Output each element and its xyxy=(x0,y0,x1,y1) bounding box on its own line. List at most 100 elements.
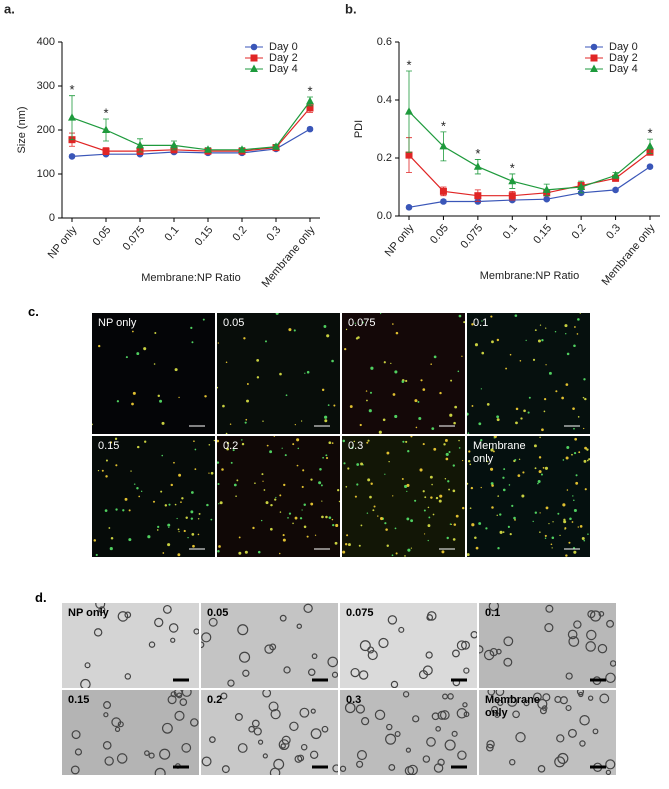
marker xyxy=(439,141,448,150)
particle xyxy=(358,670,369,680)
particle xyxy=(226,447,228,449)
particle xyxy=(192,544,195,548)
particle xyxy=(394,527,397,530)
particle xyxy=(178,473,182,477)
particle xyxy=(461,506,465,510)
significance-mark: * xyxy=(647,126,652,141)
particle xyxy=(345,485,348,488)
particle xyxy=(490,467,494,471)
particle xyxy=(321,388,325,392)
particle xyxy=(489,647,498,657)
particle xyxy=(116,753,128,764)
particle xyxy=(306,535,309,538)
particle xyxy=(385,733,397,745)
particle xyxy=(569,517,572,521)
particle xyxy=(243,337,246,340)
particle xyxy=(583,459,587,463)
particle xyxy=(406,517,410,521)
particle xyxy=(609,660,616,667)
particle xyxy=(490,482,494,485)
particle xyxy=(358,544,361,547)
particle xyxy=(405,440,408,444)
particle xyxy=(415,426,418,429)
particle xyxy=(491,705,499,714)
particle xyxy=(217,386,219,389)
particle xyxy=(281,447,283,449)
particle xyxy=(410,436,413,438)
particle xyxy=(542,693,551,702)
particle xyxy=(497,547,500,550)
particle xyxy=(331,671,338,678)
particle xyxy=(310,728,322,740)
particle xyxy=(218,545,221,548)
particle xyxy=(395,552,398,555)
particle xyxy=(97,470,100,472)
particle xyxy=(115,508,118,511)
particle xyxy=(105,459,108,462)
particle xyxy=(448,450,451,454)
particle xyxy=(433,447,437,451)
particle xyxy=(552,521,554,523)
image-tile: NP only xyxy=(92,313,215,434)
particle xyxy=(340,765,347,772)
marker xyxy=(306,104,314,112)
particle xyxy=(520,417,523,420)
particle xyxy=(309,750,319,760)
particle xyxy=(202,318,205,321)
particle xyxy=(217,483,220,486)
particle xyxy=(444,439,448,442)
particle xyxy=(280,743,286,749)
particle xyxy=(159,399,163,403)
particle xyxy=(174,710,185,721)
particle xyxy=(299,707,310,718)
particle xyxy=(382,418,386,422)
particle xyxy=(248,725,255,733)
particle xyxy=(366,399,368,402)
particle xyxy=(168,623,179,633)
particle xyxy=(279,614,287,622)
particle xyxy=(191,341,194,344)
marker xyxy=(646,141,654,150)
panel-label: b. xyxy=(345,1,357,16)
image-label: 0.05 xyxy=(207,607,229,619)
particle xyxy=(254,482,256,485)
particle xyxy=(190,517,194,520)
particle xyxy=(193,628,199,635)
marker xyxy=(102,125,110,133)
significance-mark: * xyxy=(307,83,312,98)
legend-marker xyxy=(590,54,598,62)
particle xyxy=(456,708,468,719)
particle xyxy=(568,636,580,647)
particle xyxy=(577,318,580,321)
particle xyxy=(232,449,235,452)
particle xyxy=(458,314,462,318)
particle xyxy=(176,692,183,699)
particle xyxy=(168,503,171,506)
particle xyxy=(201,756,212,767)
particle xyxy=(480,486,482,489)
particle xyxy=(262,480,264,482)
particle xyxy=(448,488,451,491)
particle xyxy=(532,692,542,702)
particle xyxy=(124,497,128,501)
particle xyxy=(109,441,113,444)
particle xyxy=(414,399,418,403)
image-label: 0.1 xyxy=(485,607,501,619)
particle xyxy=(252,526,255,530)
particle xyxy=(576,333,579,335)
particle xyxy=(387,615,398,625)
particle xyxy=(160,490,163,493)
particle xyxy=(479,645,484,654)
particle xyxy=(360,524,363,527)
particle xyxy=(132,391,136,395)
particle xyxy=(253,727,262,736)
marker xyxy=(272,142,280,150)
particle xyxy=(366,512,369,514)
particle xyxy=(278,552,281,555)
particle xyxy=(456,640,467,651)
particle xyxy=(481,351,485,355)
particle xyxy=(597,643,608,654)
particle xyxy=(432,513,435,516)
particle xyxy=(377,515,379,517)
